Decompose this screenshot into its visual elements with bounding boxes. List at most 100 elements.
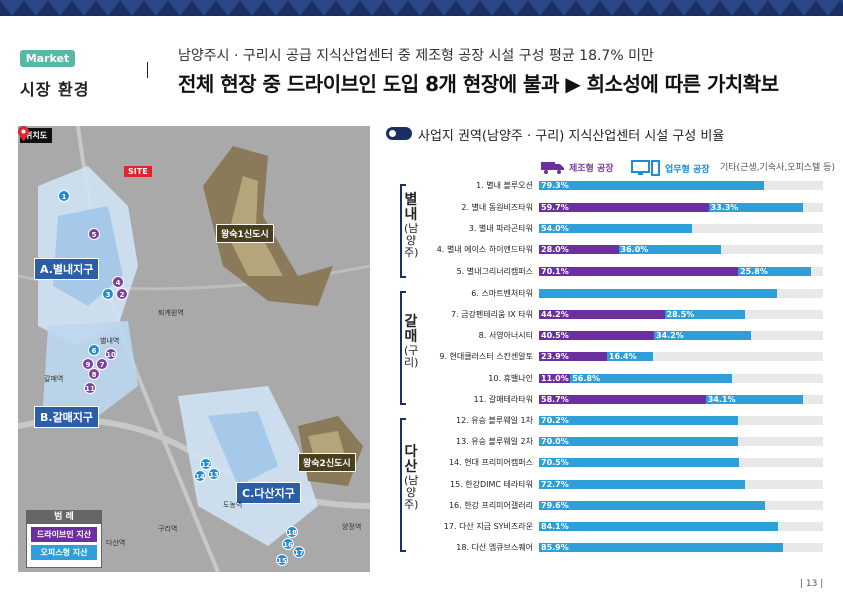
chart-row: 12. 유승 블루웨일 1차 70.2% [0,415,843,427]
bar-value-label: 54.0% [541,224,569,233]
group-bracket [400,291,406,405]
chart-row: 6. 스마트벤처타워 [0,288,843,300]
chart-row: 8. 서영아너시티 40.5% 34.2% [0,330,843,342]
office-bar: 34.1% [705,395,803,404]
chart-track [539,289,823,298]
subtitle: 남양주시 · 구리시 공급 지식산업센터 중 제조형 공장 시설 구성 평균 1… [178,48,654,64]
map-pin: 1 [58,190,70,202]
office-bar: 28.5% [664,310,746,319]
chart-row-label: 2. 별내 동원비즈타워 [461,203,533,212]
chart-row: 18. 다산 엠큐브스퀘어 85.9% [0,542,843,554]
chart-track: 58.7% 34.1% [539,395,823,404]
site-label: SITE [124,166,152,177]
chart-row: 16. 한강 프리미어갤러리 79.6% [0,500,843,512]
chart-row-label: 10. 휴밸나인 [488,374,533,383]
chart-row: 2. 별내 동원비즈타워 59.7% 33.3% [0,202,843,214]
chart-track: 79.6% [539,501,823,510]
bar-value-label: 70.1% [541,267,569,276]
chart-row: 14. 현대 프리미어캠퍼스 70.5% [0,457,843,469]
chart-row: 5. 별내그리너리캠퍼스 70.1% 25.8% [0,266,843,278]
map-pin: 12 [200,458,212,470]
chart-track: 72.7% [539,480,823,489]
chart-track: 40.5% 34.2% [539,331,823,340]
office-bar: 34.2% [654,331,752,340]
chart-row: 9. 현대클러스터 스칸센알토 23.9% 16.4% [0,351,843,363]
group-name: 별내 [404,192,418,223]
bar-value-label: 40.5% [541,331,569,340]
bar-value-label: 59.7% [541,203,569,212]
factory-bar: 44.2% [539,310,665,319]
bar-value-label: 34.2% [656,331,684,340]
bar-value-label: 72.7% [541,480,569,489]
chart-row: 10. 휴밸나인 11.0% 56.8% [0,373,843,385]
place-label: 퇴계원역 [158,309,184,317]
place-label: 갈매역 [44,375,64,383]
factory-bar: 23.9% [539,352,607,361]
office-bar: 16.4% [606,352,654,361]
chart-track: 44.2% 28.5% [539,310,823,319]
office-bar: 36.0% [618,245,721,254]
chart-track: 70.2% [539,416,823,425]
chart-row: 17. 다산 지금 SY비즈라운 84.1% [0,521,843,533]
bar-value-label: 79.6% [541,501,569,510]
map-pin: 3 [102,288,114,300]
office-bar: 70.0% [539,437,738,446]
bar-value-label: 44.2% [541,310,569,319]
factory-bar: 11.0% [539,374,571,383]
bar-value-label: 28.0% [541,245,569,254]
bar-value-label: 11.0% [541,374,569,383]
chart-row-label: 17. 다산 지금 SY비즈라운 [443,522,533,531]
bar-value-label: 36.0% [620,245,649,254]
chart-track: 11.0% 56.8% [539,374,823,383]
chart-row-label: 16. 한강 프리미어갤러리 [448,501,533,510]
bar-value-label: 25.8% [740,267,768,276]
factory-bar: 28.0% [539,245,619,254]
chart-row-label: 7. 금강펜테리움 IX 타워 [451,310,533,319]
truck-icon [541,162,564,174]
group-bracket [400,184,406,278]
bar-value-label: 85.9% [541,543,569,552]
site-marker-icon [18,126,29,141]
factory-bar: 70.1% [539,267,739,276]
location-map: 위치도 SITE A.별내지구 B.갈매지구 C.다산지구 왕숙1신도시 왕숙2… [18,126,370,572]
office-bar: 33.3% [708,203,804,212]
computer-icon [631,160,660,176]
map-pin: 14 [194,470,206,482]
office-bar: 70.5% [539,458,740,467]
map-pin: 7 [96,358,108,370]
place-label: 다산역 [106,539,126,547]
factory-bar: 58.7% [539,395,706,404]
office-bar [539,289,777,298]
chart-row-label: 5. 별내그리너리캠퍼스 [456,267,533,276]
chart-track: 85.9% [539,543,823,552]
map-pin: 18 [286,526,298,538]
group-region: (남양주) [404,474,419,511]
chart-title: 사업지 권역(남양주 · 구리) 지식산업센터 시설 구성 비율 [418,129,725,144]
chart-row: 1. 별내 블루오션 79.3% [0,180,843,192]
chart-row-label: 1. 별내 블루오션 [476,181,533,190]
office-bar: 25.8% [738,267,812,276]
map-pin: 11 [84,382,96,394]
chart-track: 70.5% [539,458,823,467]
chart-row: 7. 금강펜테리움 IX 타워 44.2% 28.5% [0,309,843,321]
legend-factory-label: 제조형 공장 [569,163,614,174]
chart-track: 70.0% [539,437,823,446]
chart-row-label: 4. 별내 에이스 하이엔드타워 [436,245,533,254]
bar-value-label: 28.5% [666,310,695,319]
chart-row-label: 12. 유승 블루웨일 1차 [456,416,533,425]
office-bar: 72.7% [539,480,746,489]
chart-track: 79.3% [539,181,823,190]
chart-row-label: 13. 유승 블루웨일 2차 [456,437,533,446]
map-pin: 8 [88,368,100,380]
map-pin: 9 [82,358,94,370]
bar-value-label: 70.2% [541,416,569,425]
toggle-icon [386,127,412,140]
map-pin: 10 [105,348,117,360]
market-badge: Market [20,50,75,67]
chart-row-label: 9. 현대클러스터 스칸센알토 [439,352,533,361]
map-pin: 15 [276,554,288,566]
map-pin: 6 [88,344,100,356]
factory-bar: 59.7% [539,203,709,212]
chart-track: 23.9% 16.4% [539,352,823,361]
chart-track: 59.7% 33.3% [539,203,823,212]
